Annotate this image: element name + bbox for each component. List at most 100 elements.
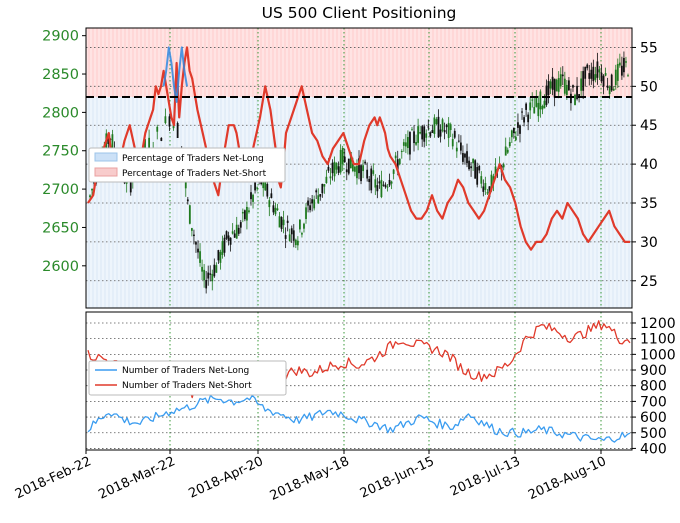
candle-body xyxy=(168,116,171,127)
candle-body xyxy=(433,117,436,135)
legend-label-count-net-short: Number of Traders Net-Short xyxy=(122,381,252,391)
candle-body xyxy=(290,228,293,235)
candle-body xyxy=(199,251,201,263)
candle-body xyxy=(111,134,114,150)
candle-body xyxy=(364,161,367,164)
candle-body xyxy=(437,116,440,138)
y-right-tick-label: 700 xyxy=(640,394,667,410)
x-tick-label: 2018-Aug-10 xyxy=(526,454,609,503)
candle-body xyxy=(490,174,493,191)
candle-body xyxy=(549,81,552,89)
candle-body xyxy=(627,75,629,77)
candle-body xyxy=(229,237,232,245)
candle-body xyxy=(384,184,387,188)
candle-body xyxy=(372,170,375,174)
y-left-tick-label: 2750 xyxy=(42,144,79,160)
candle-body xyxy=(620,65,623,76)
candle-body xyxy=(325,176,328,184)
candle-body xyxy=(506,149,509,153)
candle-body xyxy=(176,122,179,139)
candle-body xyxy=(129,180,132,193)
candle-body xyxy=(612,88,615,91)
candle-body xyxy=(574,94,576,105)
candle-body xyxy=(572,85,574,88)
candle-body xyxy=(517,122,519,128)
candle-body xyxy=(547,80,550,95)
candle-body xyxy=(270,193,273,198)
candle-body xyxy=(351,163,354,172)
candle-body xyxy=(215,265,218,273)
candle-body xyxy=(164,116,167,124)
candle-body xyxy=(453,130,456,138)
candle-body xyxy=(380,179,383,198)
candle-body xyxy=(457,140,460,142)
count-net-long-line xyxy=(87,394,631,443)
candle-body xyxy=(535,96,538,107)
candle-body xyxy=(272,205,275,213)
candle-body xyxy=(492,176,495,182)
candle-body xyxy=(345,169,348,173)
candle-body xyxy=(317,195,320,204)
y-right-tick-label: 50 xyxy=(640,79,658,95)
candle-body xyxy=(347,158,350,174)
y-right-tick-label: 35 xyxy=(640,196,658,212)
candle-body xyxy=(203,269,206,281)
candle-body xyxy=(427,126,430,128)
candle-body xyxy=(468,160,470,170)
candle-body xyxy=(252,194,254,202)
candle-body xyxy=(431,130,434,133)
candle-body xyxy=(510,130,513,138)
candle-body xyxy=(523,117,525,123)
candle-body xyxy=(248,210,250,213)
y-left-tick-label: 2650 xyxy=(42,220,79,236)
candle-body xyxy=(190,228,193,231)
candle-body xyxy=(462,153,464,162)
y-right-tick-label: 40 xyxy=(640,157,658,173)
candle-body xyxy=(241,212,244,214)
candle-body xyxy=(445,124,448,128)
bottom-legend-box xyxy=(88,360,287,396)
candle-body xyxy=(602,75,605,87)
candle-body xyxy=(541,106,544,110)
candle-body xyxy=(205,279,208,289)
candle-body xyxy=(400,151,403,153)
candle-body xyxy=(455,147,458,152)
candle-body xyxy=(610,74,613,91)
candle-body xyxy=(268,200,271,208)
candle-body xyxy=(484,182,487,190)
candle-body xyxy=(288,234,291,242)
candle-body xyxy=(551,76,554,90)
candle-body xyxy=(89,195,91,197)
candle-body xyxy=(486,192,489,194)
candle-body xyxy=(494,166,497,179)
candle-body xyxy=(398,158,401,165)
candle-body xyxy=(423,126,426,142)
candle-body xyxy=(472,158,475,164)
net-long-line xyxy=(162,46,188,103)
candle-body xyxy=(219,251,222,263)
candle-body xyxy=(333,161,336,177)
candle-body xyxy=(296,240,299,246)
candle-body xyxy=(292,230,295,241)
candle-body xyxy=(313,199,316,209)
y-right-tick-label: 1100 xyxy=(640,332,676,348)
x-tick-label: 2018-May-18 xyxy=(268,454,352,504)
candle-body xyxy=(590,69,593,79)
candle-body xyxy=(404,142,407,147)
candle-body xyxy=(274,207,277,215)
candle-body xyxy=(213,264,216,277)
candle-body xyxy=(435,119,438,125)
candle-body xyxy=(521,111,523,113)
legend-label-net-short: Percentage of Traders Net-Short xyxy=(122,169,267,179)
candle-body xyxy=(586,64,589,69)
candle-body xyxy=(525,103,528,110)
candle-body xyxy=(563,78,566,94)
candle-body xyxy=(303,223,305,229)
candle-body xyxy=(474,160,477,179)
candle-body xyxy=(588,73,591,79)
candle-body xyxy=(419,132,422,134)
candle-body xyxy=(413,131,415,144)
candle-body xyxy=(294,239,297,246)
candle-body xyxy=(160,137,163,141)
